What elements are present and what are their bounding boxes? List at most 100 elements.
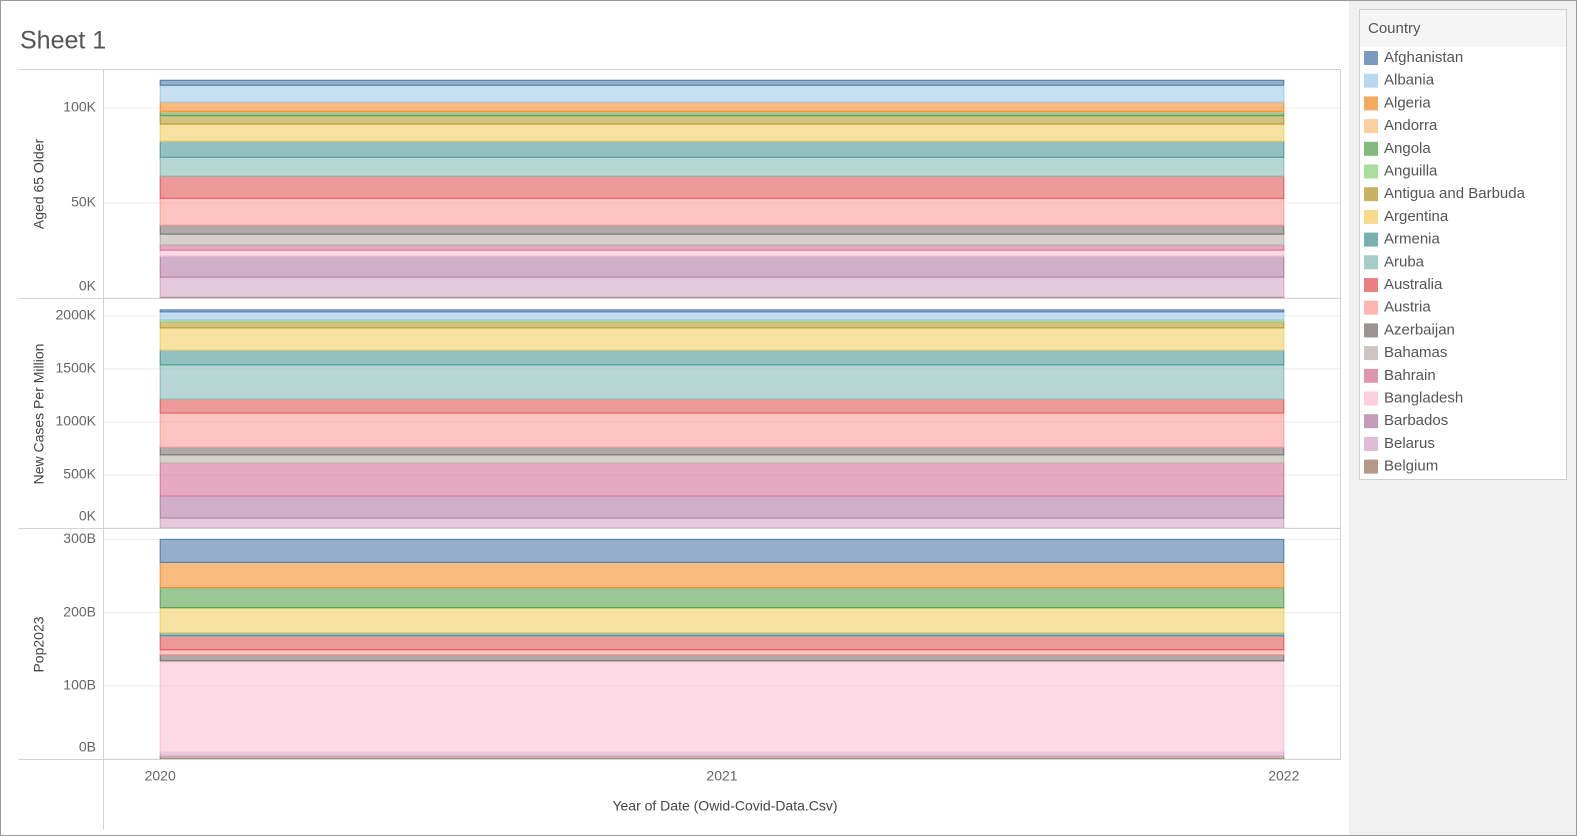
legend-label: Belarus: [1384, 435, 1435, 452]
legend-label: Azerbaijan: [1384, 321, 1455, 338]
area-segment: [159, 398, 1285, 414]
legend-label: Armenia: [1384, 231, 1441, 248]
legend-label: Anguilla: [1384, 162, 1438, 179]
area-segment: [159, 364, 1285, 400]
legend-swatch: [1364, 346, 1378, 361]
legend-swatch: [1364, 255, 1378, 270]
legend-label: Bangladesh: [1384, 389, 1463, 406]
legend-label: Angola: [1384, 140, 1431, 157]
legend-swatch: [1364, 187, 1378, 202]
legend-label: Argentina: [1384, 208, 1449, 225]
legend-swatch: [1364, 278, 1378, 292]
y-tick-label: 50K: [71, 194, 97, 210]
area-segment: [159, 607, 1285, 634]
legend-label: Aruba: [1384, 253, 1425, 270]
x-tick-label: 2021: [706, 768, 737, 784]
y-tick-label: 1500K: [56, 360, 97, 376]
legend-label: Bahrain: [1384, 367, 1436, 384]
area-segment: [159, 309, 1285, 313]
area-segment: [159, 249, 1285, 257]
area-segment: [159, 156, 1285, 177]
legend-label: Algeria: [1384, 94, 1431, 111]
legend-label: Antigua and Barbuda: [1384, 185, 1526, 202]
area-segment: [159, 517, 1285, 529]
legend-header: [1360, 10, 1566, 47]
area-segment: [159, 462, 1285, 497]
y-tick-label: 100K: [63, 99, 96, 115]
area-segment: [159, 412, 1285, 448]
legend-swatch: [1364, 141, 1378, 156]
area-segment: [159, 538, 1285, 563]
y-axis-label: Aged 65 Older: [31, 139, 47, 230]
area-segment: [159, 454, 1285, 464]
x-tick-label: 2022: [1268, 768, 1299, 784]
legend-swatch: [1364, 323, 1378, 338]
legend-label: Austria: [1384, 299, 1431, 316]
legend-swatch: [1364, 459, 1378, 474]
area-segment: [159, 197, 1285, 226]
legend-swatch: [1364, 51, 1378, 65]
legend-label: Belgium: [1384, 458, 1438, 475]
y-tick-label: 200B: [63, 603, 96, 619]
area-segment: [159, 244, 1285, 251]
area-segment: [159, 349, 1285, 366]
y-tick-label: 500K: [63, 466, 96, 482]
y-tick-label: 0K: [79, 278, 97, 294]
area-segment: [159, 635, 1285, 651]
area-segment: [159, 140, 1285, 158]
legend-label: Australia: [1384, 276, 1443, 293]
x-tick-label: 2020: [145, 768, 176, 784]
area-segment: [159, 327, 1285, 351]
area-segment: [159, 233, 1285, 246]
legend-swatch: [1364, 436, 1378, 451]
area-segment: [159, 224, 1285, 235]
area-segment: [159, 561, 1285, 589]
area-segment: [159, 123, 1285, 142]
chart-title: Sheet 1: [20, 27, 106, 55]
legend-swatch: [1364, 73, 1378, 88]
legend-label: Barbados: [1384, 412, 1448, 429]
y-axis-label: New Cases Per Million: [31, 344, 47, 485]
y-tick-label: 1000K: [56, 413, 97, 429]
area-segment: [159, 446, 1285, 456]
legend-swatch: [1364, 391, 1378, 406]
area-segment: [159, 649, 1285, 656]
legend-swatch: [1364, 209, 1378, 224]
legend-label: Afghanistan: [1384, 49, 1463, 66]
legend-label: Andorra: [1384, 117, 1438, 134]
area-segment: [159, 276, 1285, 298]
area-segment: [159, 115, 1285, 125]
y-tick-label: 2000K: [56, 307, 97, 323]
area-segment: [159, 495, 1285, 519]
y-tick-label: 0K: [79, 508, 97, 524]
plot: 0K 50K 100K Aged 65 Older 0K 500K 1000K 1500K 20…: [18, 69, 1341, 830]
y-tick-label: 300B: [63, 530, 96, 546]
area-segment: [159, 84, 1285, 103]
legend-swatch: [1364, 368, 1378, 383]
y-tick-label: 0B: [79, 739, 96, 755]
area-segment: [159, 321, 1285, 329]
x-axis-label: Year of Date (Owid-Covid-Data.Csv): [612, 798, 837, 814]
legend-swatch: [1364, 414, 1378, 429]
legend-label: Bahamas: [1384, 344, 1447, 361]
area-segment: [159, 587, 1285, 609]
area-segment: [159, 175, 1285, 199]
area-segment: [159, 79, 1285, 86]
area-segment: [159, 654, 1285, 662]
y-tick-label: 100B: [63, 677, 96, 693]
area-segment: [159, 311, 1285, 321]
legend-title: Country: [1368, 20, 1421, 37]
area-segment: [159, 660, 1285, 753]
area-segment: [159, 751, 1285, 757]
legend-swatch: [1364, 164, 1378, 179]
legend-swatch: [1364, 96, 1378, 111]
legend-swatch: [1364, 232, 1378, 247]
area-segment: [159, 101, 1285, 112]
legend-swatch: [1364, 119, 1378, 134]
area-segment: [159, 111, 1285, 117]
legend-swatch: [1364, 300, 1378, 315]
area-segment: [159, 255, 1285, 278]
legend-label: Albania: [1384, 72, 1435, 89]
legend-box: [1359, 9, 1567, 480]
